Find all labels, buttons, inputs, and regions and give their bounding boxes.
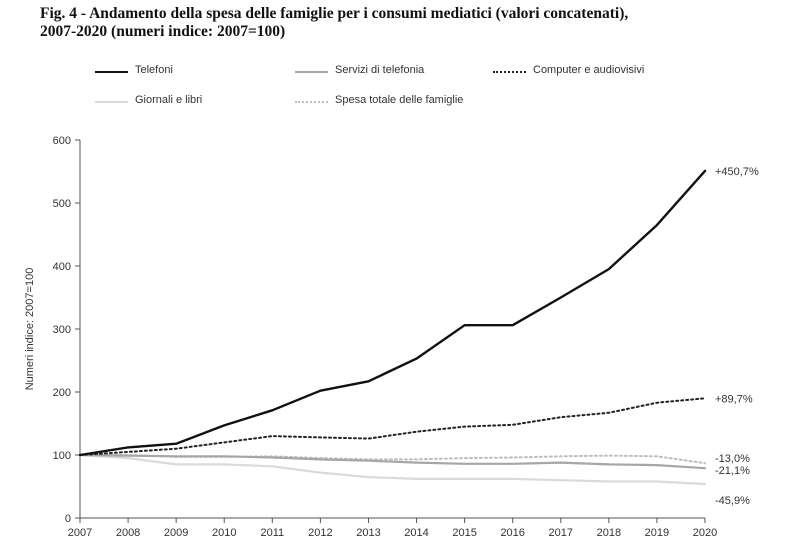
series-line-computer-e-audiovisivi <box>79 397 706 456</box>
legend-swatch-servizi-di-telefonia <box>295 71 328 73</box>
x-tick-label: 2012 <box>308 527 332 539</box>
x-tick-label: 2011 <box>260 527 284 539</box>
chart-title-line-2: 2007-2020 (numeri indice: 2007=100) <box>40 23 286 40</box>
end-label-telefoni: +450,7% <box>715 166 759 178</box>
legend-label-telefoni: Telefoni <box>135 64 173 76</box>
x-tick-label: 2015 <box>452 527 476 539</box>
series-line-servizi-di-telefonia <box>78 453 707 470</box>
legend-swatch-computer-e-audiovisivi <box>493 71 526 73</box>
x-tick-label: 2016 <box>500 527 524 539</box>
x-tick-label: 2014 <box>404 527 428 539</box>
x-tick-label: 2007 <box>68 527 92 539</box>
legend-label-spesa-totale: Spesa totale delle famiglie <box>335 94 464 106</box>
chart-title-line-1: Fig. 4 - Andamento della spesa delle fam… <box>40 5 629 22</box>
legend-swatch-spesa-totale <box>295 101 328 103</box>
y-tick-label: 500 <box>53 198 71 210</box>
x-tick-label: 2019 <box>645 527 669 539</box>
x-tick-label: 2008 <box>116 527 140 539</box>
x-tick-label: 2009 <box>164 527 188 539</box>
legend: Telefoni Servizi di telefonia Computer e… <box>0 0 800 120</box>
legend-label-servizi-di-telefonia: Servizi di telefonia <box>335 64 425 76</box>
x-tick-label: 2018 <box>597 527 621 539</box>
x-tick-label: 2017 <box>549 527 573 539</box>
y-axis-label: Numeri indice: 2007=100 <box>24 268 36 391</box>
y-tick-label: 300 <box>53 324 71 336</box>
y-tick-label: 600 <box>53 135 71 147</box>
legend-swatch-telefoni <box>95 71 128 73</box>
y-tick-label: 200 <box>53 387 71 399</box>
end-label-spesa-totale-delle-famiglie: -13,0% <box>715 453 750 465</box>
legend-label-computer-e-audiovisivi: Computer e audiovisivi <box>533 64 645 76</box>
legend-label-giornali-e-libri: Giornali e libri <box>135 94 203 106</box>
series-line-giornali-e-libri <box>78 453 707 486</box>
end-label-servizi-di-telefonia: -21,1% <box>715 465 750 477</box>
end-label-giornali-e-libri: -45,9% <box>715 495 750 507</box>
y-tick-label: 0 <box>65 513 71 525</box>
legend-swatch-giornali-e-libri <box>95 101 128 103</box>
x-tick-label: 2020 <box>693 527 717 539</box>
chart-title: Fig. 4 - Andamento della spesa delle fam… <box>40 5 780 41</box>
x-tick-label: 2013 <box>356 527 380 539</box>
x-tick-label: 2010 <box>212 527 236 539</box>
y-tick-label: 100 <box>53 450 71 462</box>
y-tick-label: 400 <box>53 261 71 273</box>
series-line-telefoni <box>78 169 707 457</box>
end-label-computer-e-audiovisivi: +89,7% <box>715 393 753 405</box>
